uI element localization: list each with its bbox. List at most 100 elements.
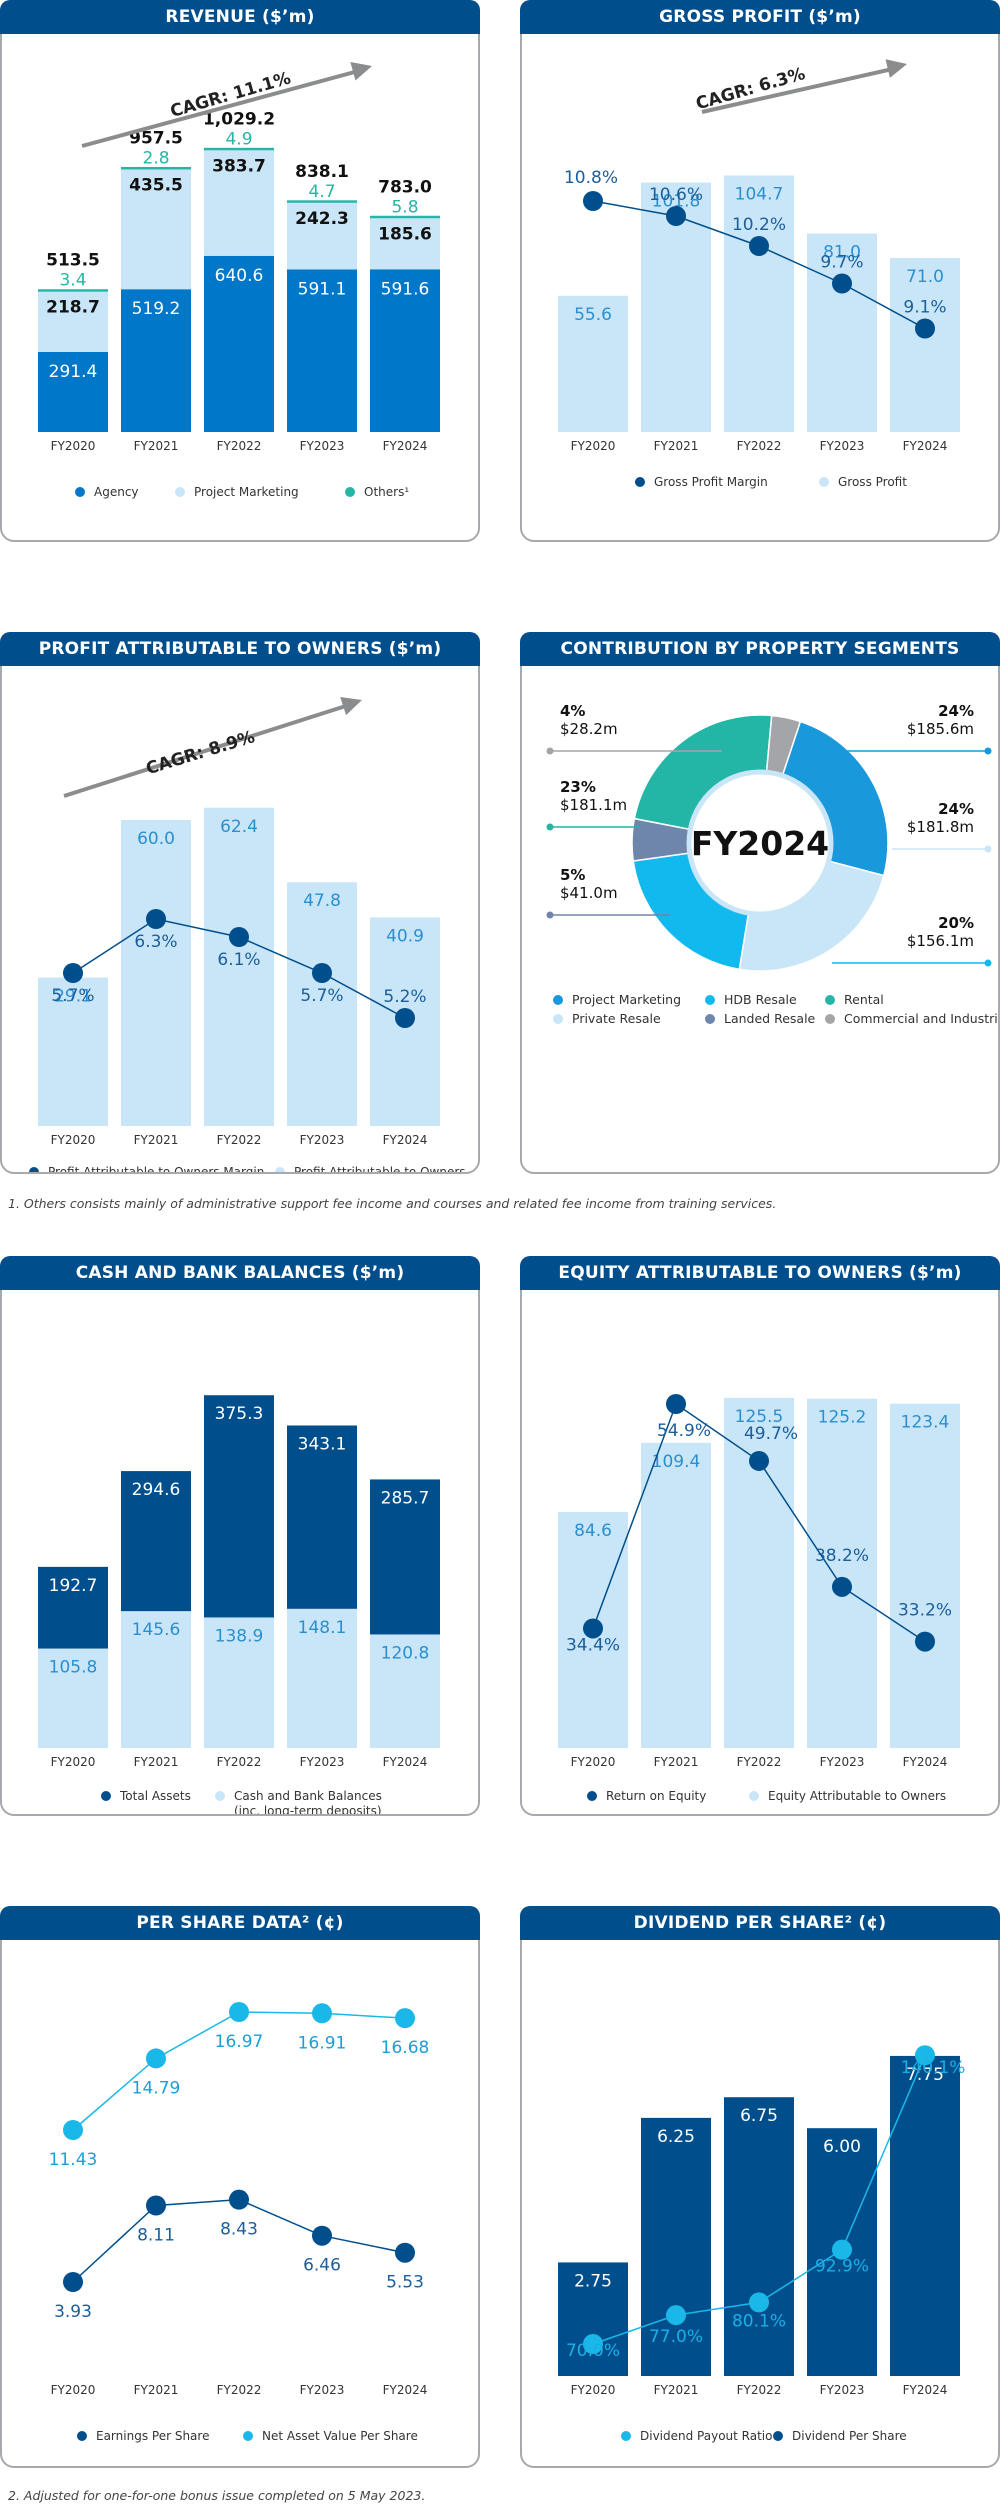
x-tick-label: FY2022 (217, 2383, 262, 2397)
profit-owners-margin-point (63, 963, 83, 983)
x-tick-label: FY2020 (51, 1755, 96, 1769)
legend-label: Gross Profit Margin (654, 475, 768, 489)
nav-per-share-point (395, 2008, 415, 2029)
total-value-label: 1,029.2 (203, 109, 275, 129)
cash-balance-bar (121, 1611, 191, 1748)
x-tick-label: FY2024 (383, 2383, 428, 2397)
segment-percent-label: 4% (560, 702, 585, 720)
x-tick-label: FY2021 (134, 1755, 179, 1769)
payout-ratio-point (915, 2045, 935, 2066)
return-on-equity-point (666, 1394, 686, 1414)
gross-profit-margin-value-label: 10.8% (564, 168, 618, 188)
nav-per-share-point (146, 2048, 166, 2069)
payout-ratio-value-label: 70.0% (566, 2341, 620, 2361)
per-share-chart: 11.43 14.79 16.97 16.91 16.68 3.93 8.11 8.43 6.4… (49, 2001, 429, 2443)
profit-owners-bar-value-label: 47.8 (303, 891, 341, 911)
dividend-bar-value-label: 7.75 (906, 2065, 944, 2085)
legend-label: Project Marketing (572, 992, 681, 1007)
legend-marker (553, 1014, 563, 1024)
cash-balance-value-label: 148.1 (298, 1618, 347, 1638)
legend-label: Equity Attributable to Owners (768, 1789, 946, 1803)
gross-profit-margin-value-label: 10.6% (649, 185, 703, 205)
eps-value-label: 3.93 (54, 2302, 92, 2322)
others-value-label: 2.8 (142, 148, 169, 168)
return-on-equity-point (832, 1576, 852, 1597)
legend-marker (825, 1014, 835, 1024)
payout-ratio-point (749, 2292, 769, 2313)
nav-per-share-value-label: 11.43 (49, 2150, 98, 2170)
total-value-label: 838.1 (295, 162, 349, 182)
return-on-equity-point (749, 1450, 769, 1471)
agency-value-label: 591.1 (298, 279, 347, 299)
x-tick-label: FY2024 (903, 1755, 948, 1769)
equity-bar-value-label: 125.2 (818, 1408, 867, 1428)
legend-marker (215, 1791, 225, 1801)
x-tick-label: FY2021 (134, 1133, 179, 1147)
profit-owners-margin-point (229, 927, 249, 947)
segments-panel: CONTRIBUTION BY PROPERTY SEGMENTS FY2024… (520, 632, 1000, 1174)
dividend-title: DIVIDEND PER SHARE² (¢) (520, 1906, 1000, 1940)
x-tick-label: FY2021 (134, 439, 179, 453)
agency-value-label: 291.4 (49, 362, 98, 382)
footnote-bonus: 2. Adjusted for one-for-one bonus issue … (8, 2488, 426, 2503)
gross-profit-panel: GROSS PROFIT ($’m) 55.6 101.8 104.7 81.0 71.… (520, 0, 1000, 542)
legend-label: Total Assets (119, 1789, 191, 1803)
profit-owners-margin-value-label: 6.1% (217, 950, 260, 970)
project-marketing-bar (121, 169, 191, 290)
legend-marker (705, 1014, 715, 1024)
equity-bar-value-label: 125.5 (735, 1407, 784, 1427)
segment-percent-label: 23% (560, 778, 596, 796)
agency-bar (287, 269, 357, 432)
return-on-equity-value-label: 54.9% (657, 1421, 711, 1441)
legend-marker (175, 487, 185, 497)
eps-value-label: 8.43 (220, 2220, 258, 2240)
profit-owners-bar-value-label: 29.1 (54, 987, 92, 1007)
eps-value-label: 8.11 (137, 2226, 175, 2246)
equity-title: EQUITY ATTRIBUTABLE TO OWNERS ($’m) (520, 1256, 1000, 1290)
profit-owners-margin-point (312, 963, 332, 983)
x-tick-label: FY2023 (300, 1133, 345, 1147)
profit-owners-bar (38, 977, 108, 1126)
cash-balance-value-label: 120.8 (381, 1643, 430, 1663)
legend-marker (635, 477, 645, 487)
cash-balance-bar (370, 1634, 440, 1748)
x-tick-label: FY2021 (654, 439, 699, 453)
payout-ratio-value-label: 77.0% (649, 2327, 703, 2347)
profit-owners-bar (287, 882, 357, 1126)
x-tick-label: FY2020 (571, 439, 616, 453)
cash-balance-value-label: 105.8 (49, 1658, 98, 1678)
revenue-panel: REVENUE ($’m) 291.4 218.7 3.4 513.5 519.2 435… (0, 0, 480, 542)
segment-leader-dot (546, 823, 554, 831)
gross-profit-bar-value-label: 81.0 (823, 243, 861, 263)
equity-bar (724, 1397, 794, 1748)
profit-owners-margin-value-label: 5.7% (300, 986, 343, 1006)
total-assets-value-label: 375.3 (215, 1404, 264, 1424)
payout-ratio-value-label: 80.1% (732, 2311, 786, 2331)
gross-profit-bar (724, 175, 794, 433)
gross-profit-margin-value-label: 10.2% (732, 215, 786, 235)
x-tick-label: FY2024 (383, 439, 428, 453)
segment-leader-dot (546, 747, 554, 755)
gross-profit-margin-point (832, 273, 852, 294)
dividend-chart: 2.75 6.25 6.75 6.00 7.75 70.0% 77.0% 80.1% 92.9%… (558, 2045, 965, 2443)
x-tick-label: FY2024 (903, 2383, 948, 2397)
profit-owners-margin-value-label: 6.3% (134, 932, 177, 952)
cash-balance-bar (38, 1648, 108, 1748)
profit-owners-margin-value-label: 5.7% (51, 986, 94, 1006)
x-tick-label: FY2023 (820, 1755, 865, 1769)
dividend-bar-value-label: 6.25 (657, 2127, 695, 2147)
x-tick-label: FY2023 (820, 439, 865, 453)
legend-label: Project Marketing (194, 485, 299, 499)
legend-label: Return on Equity (606, 1789, 706, 1803)
others-value-label: 3.4 (59, 271, 86, 291)
equity-panel: EQUITY ATTRIBUTABLE TO OWNERS ($’m) 84.6… (520, 1256, 1000, 1816)
nav-per-share-value-label: 16.97 (215, 2032, 264, 2052)
x-tick-label: FY2020 (571, 2383, 616, 2397)
segment-leader-dot (546, 911, 554, 919)
legend-label: Rental (844, 992, 884, 1007)
segment-leader-dot (984, 845, 992, 853)
cagr-label: CAGR: 6.3% (694, 64, 808, 114)
segment-percent-label: 5% (560, 866, 585, 884)
segment-value-label: $28.2m (560, 720, 618, 738)
others-bar (287, 200, 357, 203)
